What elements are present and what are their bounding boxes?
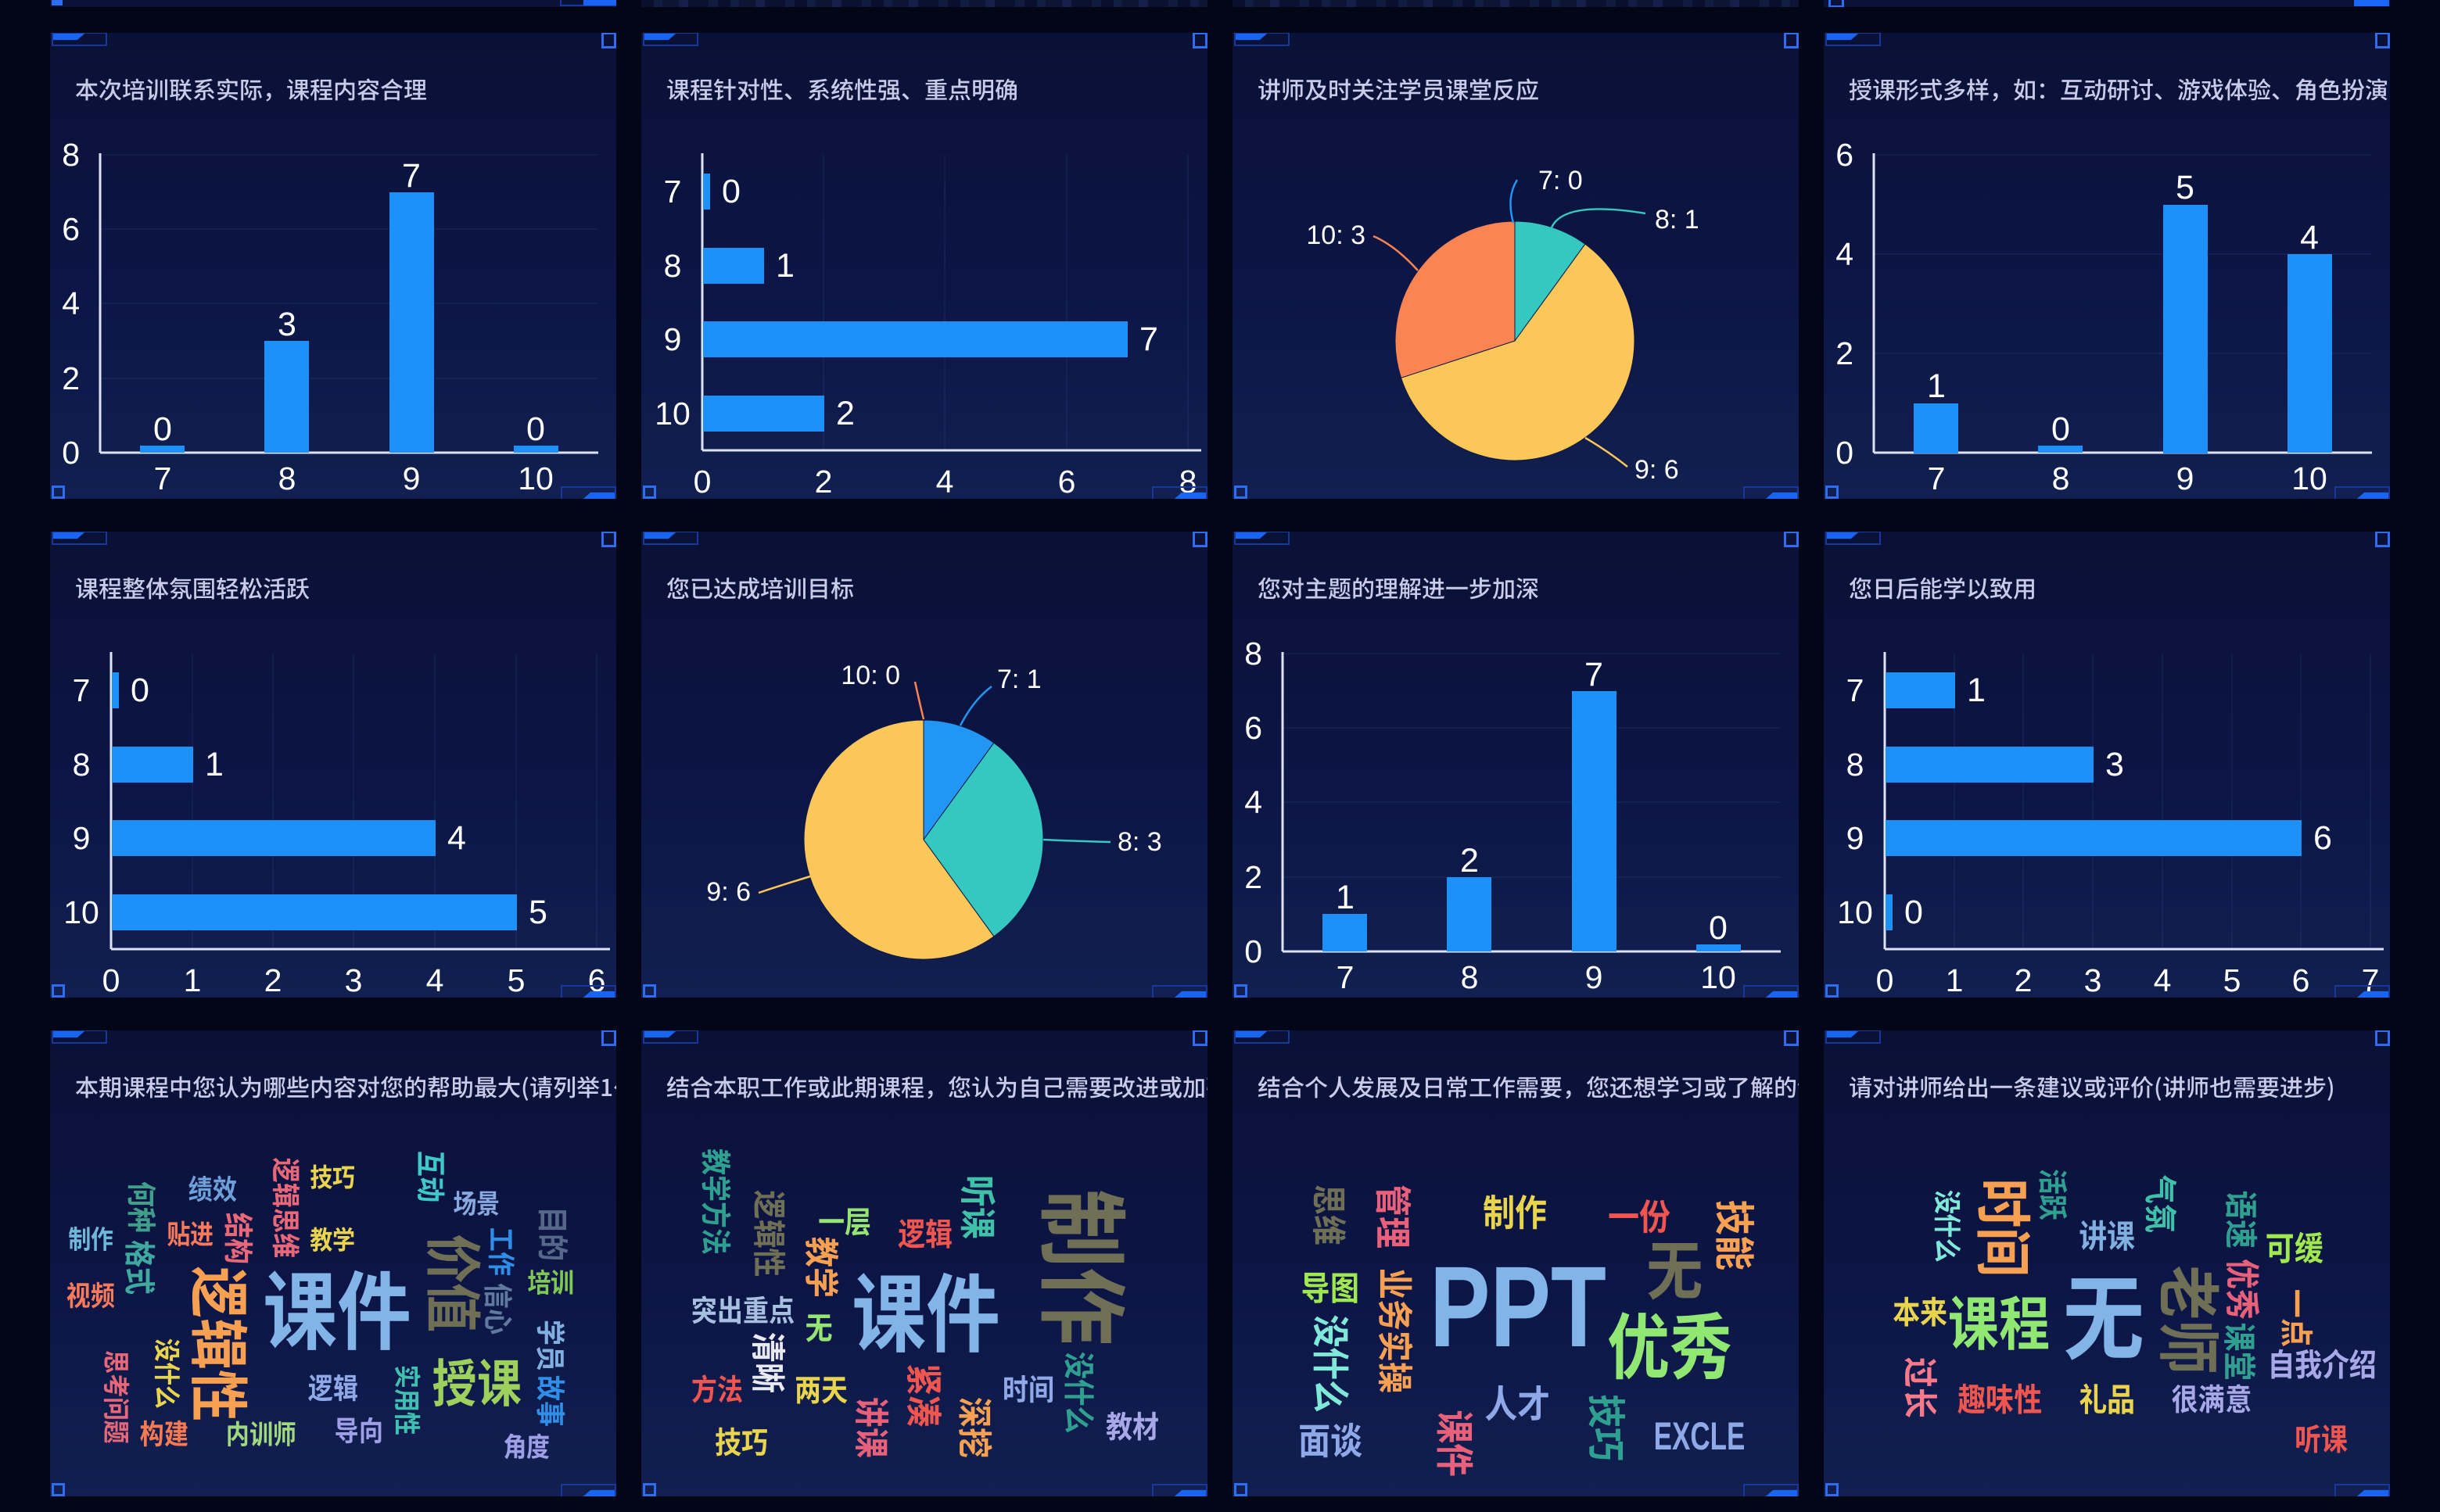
svg-text:4: 4 <box>426 962 444 998</box>
svg-text:7: 7 <box>154 460 172 496</box>
svg-text:0: 0 <box>153 410 172 448</box>
svg-text:4: 4 <box>2154 962 2172 998</box>
svg-text:10: 0: 10: 0 <box>841 661 900 690</box>
svg-text:7: 0: 7: 0 <box>1538 166 1583 195</box>
svg-text:0: 0 <box>526 410 545 448</box>
svg-text:6: 6 <box>1835 137 1853 173</box>
svg-text:0: 0 <box>1244 933 1262 969</box>
svg-text:7: 7 <box>1337 959 1355 995</box>
svg-text:0: 0 <box>694 464 712 499</box>
svg-text:6: 6 <box>1244 710 1262 746</box>
svg-text:2: 2 <box>836 395 855 432</box>
svg-text:10: 10 <box>2291 460 2327 496</box>
svg-text:10: 10 <box>518 460 554 496</box>
svg-text:9: 9 <box>2176 460 2194 496</box>
svg-text:8: 8 <box>73 747 91 783</box>
svg-text:7: 7 <box>664 174 682 210</box>
svg-text:0: 0 <box>62 435 80 471</box>
svg-text:8: 8 <box>1846 747 1864 783</box>
svg-text:5: 5 <box>2176 169 2194 206</box>
svg-text:4: 4 <box>1244 784 1262 820</box>
svg-text:9: 9 <box>403 460 421 496</box>
svg-text:4: 4 <box>447 819 466 857</box>
svg-text:8: 8 <box>664 248 682 284</box>
svg-text:8: 8 <box>278 460 296 496</box>
svg-text:2: 2 <box>2015 962 2033 998</box>
svg-text:2: 2 <box>1835 335 1853 371</box>
svg-text:9: 9 <box>1846 820 1864 856</box>
svg-text:4: 4 <box>62 285 80 321</box>
svg-text:1: 1 <box>1336 879 1355 916</box>
svg-text:8: 8 <box>1244 636 1262 672</box>
svg-text:8: 3: 8: 3 <box>1118 827 1162 857</box>
svg-text:4: 4 <box>1835 236 1853 272</box>
svg-text:7: 7 <box>73 672 91 708</box>
svg-text:7: 7 <box>1139 321 1158 358</box>
svg-text:10: 3: 10: 3 <box>1306 220 1365 250</box>
svg-text:8: 8 <box>1179 464 1197 499</box>
svg-text:0: 0 <box>1876 962 1894 998</box>
svg-text:6: 6 <box>62 211 80 247</box>
svg-text:2: 2 <box>264 962 282 998</box>
svg-text:PPT: PPT <box>1430 1243 1606 1371</box>
svg-text:1: 1 <box>1967 672 1986 709</box>
svg-text:2: 2 <box>1244 859 1262 895</box>
svg-text:9: 6: 9: 6 <box>1634 455 1679 485</box>
svg-text:6: 6 <box>1058 464 1076 499</box>
svg-text:1: 1 <box>1946 962 1964 998</box>
svg-text:7: 7 <box>1584 656 1603 693</box>
svg-text:1: 1 <box>776 247 795 285</box>
svg-text:5: 5 <box>2223 962 2241 998</box>
svg-text:0: 0 <box>102 962 120 998</box>
svg-text:9: 6: 9: 6 <box>706 877 751 907</box>
svg-text:7: 7 <box>402 157 421 195</box>
svg-text:0: 0 <box>1904 894 1923 931</box>
svg-text:10: 10 <box>63 894 99 930</box>
svg-text:2: 2 <box>1460 842 1479 880</box>
svg-text:2: 2 <box>815 464 833 499</box>
svg-text:10: 10 <box>1837 894 1873 930</box>
svg-text:10: 10 <box>655 396 691 432</box>
svg-text:8: 8 <box>62 137 80 173</box>
svg-text:7: 1: 7: 1 <box>997 665 1042 694</box>
svg-text:4: 4 <box>936 464 954 499</box>
svg-text:8: 8 <box>1461 959 1479 995</box>
svg-text:0: 0 <box>722 173 741 210</box>
svg-text:0: 0 <box>1835 435 1853 471</box>
svg-text:1: 1 <box>205 746 224 783</box>
svg-text:3: 3 <box>345 962 363 998</box>
svg-text:6: 6 <box>2313 819 2332 857</box>
svg-text:6: 6 <box>2292 962 2310 998</box>
svg-text:3: 3 <box>2084 962 2102 998</box>
svg-text:0: 0 <box>2051 410 2070 448</box>
svg-text:1: 1 <box>1927 367 1946 405</box>
svg-text:8: 8 <box>2052 460 2070 496</box>
svg-text:8: 1: 8: 1 <box>1655 205 1699 235</box>
svg-text:5: 5 <box>529 894 547 931</box>
svg-text:1: 1 <box>184 962 202 998</box>
svg-text:EXCLE: EXCLE <box>1654 1415 1746 1459</box>
svg-text:9: 9 <box>73 820 91 856</box>
svg-text:4: 4 <box>2300 219 2319 256</box>
svg-text:2: 2 <box>62 360 80 396</box>
svg-text:7: 7 <box>2362 962 2380 998</box>
svg-text:9: 9 <box>1585 959 1603 995</box>
svg-text:7: 7 <box>1846 672 1864 708</box>
svg-text:3: 3 <box>278 306 296 343</box>
svg-text:7: 7 <box>1928 460 1946 496</box>
svg-text:0: 0 <box>1709 909 1728 947</box>
svg-text:3: 3 <box>2105 746 2124 783</box>
svg-text:6: 6 <box>588 962 606 998</box>
svg-text:0: 0 <box>131 672 149 709</box>
svg-text:9: 9 <box>664 321 682 357</box>
svg-text:10: 10 <box>1700 959 1736 995</box>
svg-text:5: 5 <box>508 962 526 998</box>
